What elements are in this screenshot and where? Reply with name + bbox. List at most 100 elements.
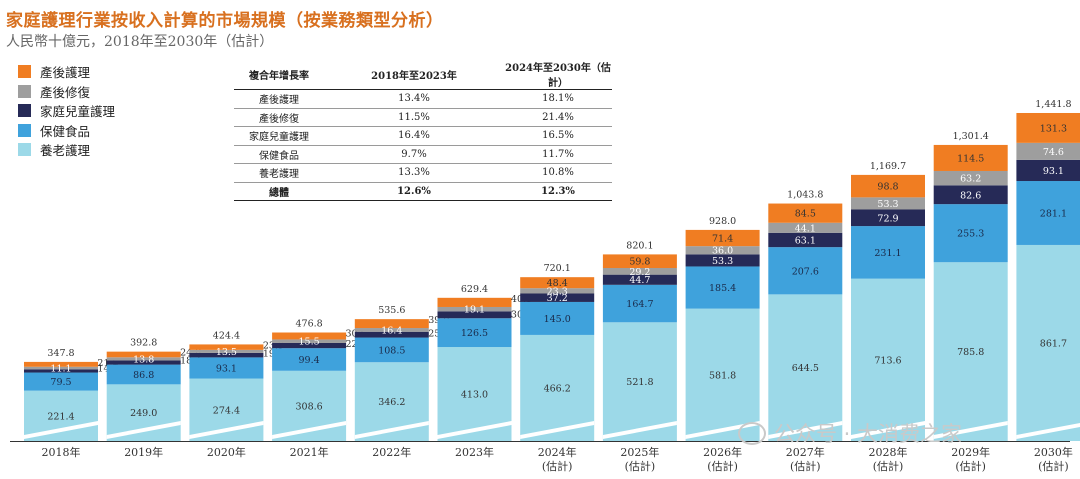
data-label: 131.3 — [1040, 123, 1067, 134]
data-label: 108.5 — [378, 345, 405, 356]
data-label: 274.4 — [213, 405, 240, 416]
data-label: 207.6 — [792, 266, 819, 277]
data-label: 164.7 — [626, 299, 653, 310]
data-label: 93.1 — [216, 363, 237, 374]
bar-segment — [24, 366, 98, 370]
watermark: 公众号 · 大消费之家 — [738, 418, 962, 448]
cagr-cell: 11.7% — [504, 145, 612, 164]
data-label: 346.2 — [378, 397, 405, 408]
bar-stripe — [768, 421, 843, 439]
data-label: 16.4 — [381, 325, 402, 336]
data-label: 231.1 — [874, 248, 901, 259]
x-tick-label: (估計) — [873, 459, 904, 473]
data-label: 785.8 — [957, 347, 984, 358]
data-label: 99.4 — [299, 355, 320, 366]
bar-segment — [437, 311, 512, 319]
bar-segment — [933, 204, 1008, 263]
cagr-cell: 21.4% — [504, 108, 612, 127]
cagr-row: 產後護理 13.4% 18.1% — [234, 89, 612, 109]
legend-item: 家庭兒童護理 — [18, 101, 115, 121]
cagr-table: 複合年增長率 2018年至2023年 2024年至2030年（估計） 產後護理 … — [234, 59, 612, 201]
total-label: 820.1 — [626, 240, 653, 251]
bar-segment — [24, 390, 98, 441]
bar-segment — [851, 226, 925, 279]
bar-stripe — [354, 421, 429, 439]
legend-label: 產後護理 — [40, 65, 91, 81]
data-label: 36.0 — [712, 246, 733, 257]
bar-segment — [106, 364, 181, 385]
bar-segment — [933, 185, 1008, 205]
bar-stripe — [520, 421, 595, 439]
data-label: 53.3 — [712, 256, 733, 267]
cagr-header: 2018年至2023年 — [324, 59, 504, 90]
legend-swatch — [18, 84, 31, 98]
data-label: 48.4 — [547, 278, 568, 289]
bar-stripe — [106, 421, 181, 439]
bar-segment — [851, 174, 925, 198]
data-label: 15.5 — [299, 337, 320, 348]
data-label: 74.6 — [1043, 147, 1064, 158]
bar-segment — [1016, 181, 1080, 245]
bar-segment — [272, 348, 347, 371]
legend-swatch — [18, 123, 31, 137]
cagr-cell: 養老護理 — [234, 163, 324, 183]
x-tick-label: 2025年 — [620, 445, 659, 459]
total-label: 347.8 — [47, 348, 74, 359]
data-label: 44.1 — [795, 223, 816, 234]
bar-segment — [602, 322, 677, 441]
total-label: 1,301.4 — [953, 131, 989, 142]
cagr-header: 2024年至2030年（估計） — [504, 59, 612, 90]
cagr-cell: 13.4% — [324, 89, 504, 109]
bar-segment — [437, 306, 512, 312]
bar-segment — [354, 328, 429, 332]
cagr-cell: 16.5% — [504, 126, 612, 146]
bar-segment — [272, 339, 347, 343]
x-tick-label: 2030年 — [1034, 445, 1073, 459]
data-label: 413.0 — [461, 390, 488, 401]
bar-segment — [520, 293, 595, 302]
bar-segment — [933, 170, 1008, 186]
bar-segment — [437, 318, 512, 348]
cagr-row: 養老護理 13.3% 10.8% — [234, 163, 612, 183]
total-label: 629.4 — [461, 284, 488, 295]
x-tick-label: 2027年 — [786, 445, 825, 459]
cagr-cell: 12.3% — [504, 182, 612, 201]
bar-stripe — [189, 421, 264, 439]
cagr-header: 複合年增長率 — [234, 59, 324, 90]
x-tick-label: 2026年 — [703, 445, 742, 459]
cagr-cell: 總體 — [234, 182, 324, 201]
bar-segment — [1016, 142, 1080, 160]
x-tick-label: 2020年 — [207, 445, 246, 459]
bar-segment — [106, 360, 181, 365]
wechat-icon — [738, 421, 766, 445]
data-label: 11.1 — [50, 364, 71, 375]
bar-segment — [768, 203, 843, 223]
bar-segment — [520, 288, 595, 294]
bar-segment — [602, 268, 677, 275]
data-label: 72.9 — [877, 213, 898, 224]
bar-segment — [437, 297, 512, 307]
x-tick-label: 2019年 — [124, 445, 163, 459]
cagr-cell: 家庭兒童護理 — [234, 126, 324, 146]
x-tick-label: (估計) — [1038, 459, 1069, 473]
total-label: 535.6 — [378, 305, 405, 316]
legend-label: 保健食品 — [40, 123, 91, 139]
cagr-cell: 10.8% — [504, 163, 612, 183]
data-label: 861.7 — [1040, 338, 1067, 349]
x-tick-label: 2022年 — [372, 445, 411, 459]
bar-segment — [354, 331, 429, 338]
bar-segment — [106, 357, 181, 361]
data-label: 185.4 — [709, 283, 736, 294]
data-label: 63.2 — [960, 174, 981, 185]
bar-segment — [24, 372, 98, 391]
total-label: 392.8 — [130, 338, 157, 349]
bar-stripe — [1016, 422, 1080, 439]
data-label: 63.1 — [795, 235, 816, 246]
bar-segment — [189, 352, 264, 358]
bar-segment — [106, 351, 181, 358]
total-label: 424.4 — [213, 330, 240, 341]
data-label: 82.6 — [960, 190, 981, 201]
legend-swatch — [18, 143, 31, 157]
data-label: 255.3 — [957, 229, 984, 240]
